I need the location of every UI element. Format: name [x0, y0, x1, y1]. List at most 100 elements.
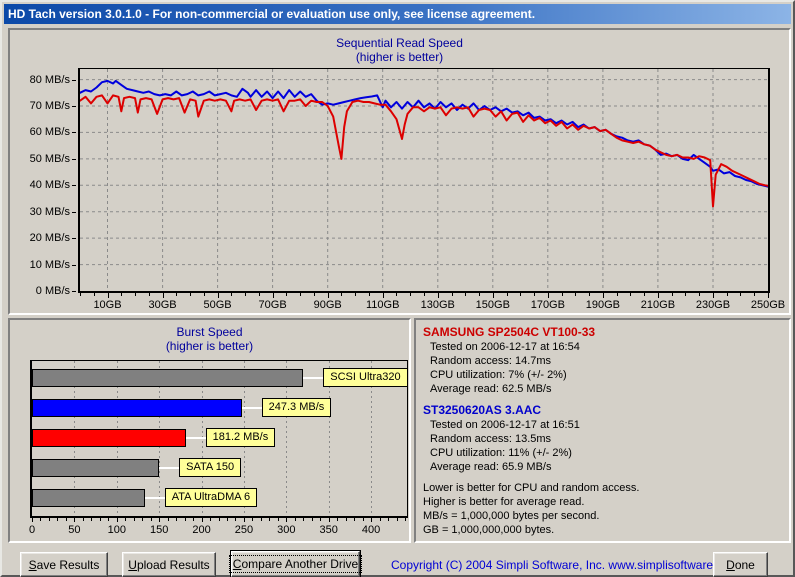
- axis-tick: [479, 293, 481, 296]
- axis-tick: [644, 293, 646, 296]
- x-tick-label: 130GB: [420, 299, 455, 311]
- axis-tick: [341, 293, 343, 296]
- axis-tick: [201, 518, 203, 522]
- y-tick-label: 30 MB/s: [29, 205, 70, 218]
- axis-tick: [65, 518, 67, 521]
- burst-bar-label: 247.3 MB/s: [261, 398, 332, 417]
- y-tick-label: 60 MB/s: [29, 126, 70, 139]
- upload-results-button[interactable]: Upload Results: [122, 552, 216, 577]
- x-tick-label: 200: [192, 524, 211, 536]
- axis-tick: [286, 518, 288, 522]
- drive-info-block: ST3250620AS 3.AAC Tested on 2006-12-17 a…: [423, 403, 785, 474]
- x-tick-label: 110GB: [366, 299, 400, 311]
- burst-connector: [303, 377, 324, 379]
- axis-tick: [575, 293, 577, 296]
- burst-connector: [241, 407, 262, 409]
- v-grid-line: [328, 361, 330, 514]
- axis-tick: [382, 293, 384, 298]
- axis-tick: [424, 293, 425, 296]
- read-chart-title: Sequential Read Speed: [336, 36, 463, 50]
- axis-tick: [561, 293, 563, 296]
- burst-bar-label: SATA 150: [179, 458, 242, 477]
- burst-bar: [32, 369, 304, 387]
- burst-bar: [32, 429, 186, 447]
- axis-tick: [589, 293, 591, 296]
- drive-cpu-utilization: CPU utilization: 11% (+/- 2%): [430, 447, 572, 459]
- axis-tick: [107, 293, 109, 298]
- axis-tick: [40, 518, 42, 521]
- burst-connector: [144, 497, 165, 499]
- axis-tick: [159, 518, 161, 522]
- x-tick-label: 190GB: [585, 299, 620, 311]
- axis-tick: [32, 518, 33, 522]
- y-tick-dash: [72, 158, 76, 160]
- axis-tick: [313, 293, 315, 296]
- y-tick-dash: [72, 211, 76, 213]
- axis-tick: [133, 518, 135, 521]
- axis-tick: [116, 518, 118, 522]
- axis-tick: [167, 518, 169, 521]
- axis-tick: [74, 518, 76, 522]
- y-tick-label: 70 MB/s: [29, 100, 70, 112]
- axis-tick: [245, 293, 247, 296]
- axis-tick: [371, 518, 373, 522]
- burst-bar-label: ATA UltraDMA 6: [164, 488, 258, 507]
- drive-cpu-utilization: CPU utilization: 7% (+/- 2%): [430, 369, 567, 381]
- sequential-read-panel: Sequential Read Speed (higher is better)…: [8, 28, 791, 315]
- read-chart-svg: [80, 69, 768, 291]
- save-results-button[interactable]: Save Results: [20, 552, 108, 577]
- x-tick-label: 400: [361, 524, 381, 536]
- axis-tick: [616, 293, 618, 296]
- axis-tick: [82, 518, 84, 521]
- done-button[interactable]: Done: [713, 552, 768, 577]
- drive-random-access: Random access: 13.5ms: [430, 433, 552, 445]
- axis-tick: [272, 293, 274, 298]
- drive-name: ST3250620AS 3.AAC: [423, 403, 542, 417]
- burst-bar: [32, 489, 145, 507]
- axis-tick: [231, 293, 233, 296]
- axis-tick: [91, 518, 93, 521]
- axis-tick: [437, 293, 439, 298]
- axis-tick: [345, 518, 347, 521]
- axis-tick: [368, 293, 370, 296]
- x-tick-label: 30GB: [148, 299, 177, 311]
- y-tick-dash: [72, 106, 76, 107]
- x-tick-label: 50GB: [203, 299, 232, 311]
- axis-tick: [142, 518, 144, 521]
- axis-tick: [99, 518, 101, 521]
- axis-tick: [768, 293, 769, 298]
- axis-tick: [286, 293, 288, 296]
- y-tick-dash: [72, 238, 76, 240]
- x-tick-label: 150GB: [475, 299, 510, 311]
- axis-tick: [277, 518, 279, 521]
- axis-tick: [506, 293, 508, 296]
- legend-notes: Lower is better for CPU and random acces…: [423, 481, 785, 537]
- x-tick-label: 100: [107, 524, 126, 536]
- axis-tick: [148, 293, 150, 296]
- note-line: Lower is better for CPU and random acces…: [423, 482, 640, 494]
- x-tick-label: 350: [319, 524, 338, 536]
- axis-tick: [492, 293, 494, 298]
- compare-another-drive-label: Compare Another Drive: [228, 555, 363, 573]
- axis-tick: [699, 293, 701, 296]
- y-tick-dash: [72, 132, 76, 134]
- axis-tick: [135, 293, 137, 296]
- axis-tick: [388, 518, 390, 521]
- axis-tick: [685, 293, 687, 296]
- y-tick-label: 10 MB/s: [29, 258, 70, 271]
- axis-tick: [712, 293, 714, 298]
- axis-tick: [379, 518, 381, 521]
- axis-tick: [534, 293, 536, 296]
- y-tick-dash: [72, 264, 76, 266]
- title-bar[interactable]: HD Tach version 3.0.1.0 - For non-commer…: [4, 4, 791, 24]
- axis-tick: [328, 518, 330, 522]
- y-tick-dash: [72, 291, 76, 292]
- burst-bar-label: SCSI Ultra320: [323, 368, 408, 387]
- x-tick-label: 0: [28, 524, 36, 536]
- axis-tick: [740, 293, 742, 296]
- compare-another-drive-button[interactable]: Compare Another Drive: [228, 551, 363, 577]
- burst-chart-subtitle: (higher is better): [165, 339, 254, 353]
- axis-tick: [405, 518, 406, 521]
- axis-tick: [451, 293, 453, 296]
- drive-random-access: Random access: 14.7ms: [430, 355, 552, 367]
